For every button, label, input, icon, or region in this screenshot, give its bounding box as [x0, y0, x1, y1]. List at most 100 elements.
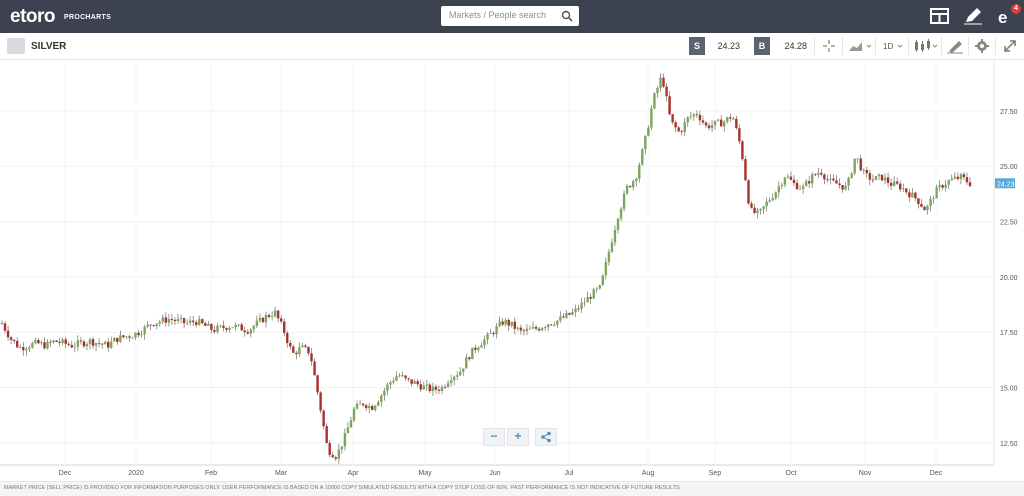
candle-body [91, 339, 95, 346]
candle-body [395, 376, 398, 381]
instrument-toolbar: SILVER S 24.23 B 24.28 1D [0, 33, 1024, 60]
candle-body [455, 375, 459, 377]
candle-body [786, 176, 790, 178]
candle-body [240, 324, 243, 331]
crosshair-tool-button[interactable] [814, 37, 843, 55]
timeframe-button[interactable]: 1D [875, 37, 908, 55]
candle-body [61, 339, 64, 343]
candle-body [701, 120, 705, 123]
chart-type-button[interactable] [842, 37, 875, 55]
drawing-icon [947, 41, 963, 54]
candle-body [352, 408, 356, 421]
sell-button[interactable]: S [689, 37, 705, 55]
candle-style-button[interactable] [908, 37, 941, 55]
candle-body [704, 122, 708, 126]
candle-body [801, 186, 805, 189]
candle-body [452, 376, 456, 381]
candlestick-chart[interactable]: 27.50 25.00 22.50 20.00 17.50 15.00 12.50 Dec 20… [0, 60, 1024, 480]
gear-icon [975, 39, 989, 53]
drawing-tools-button[interactable] [941, 37, 968, 55]
price-chart[interactable]: 27.50 25.00 22.50 20.00 17.50 15.00 12.50 Dec 20… [0, 60, 1024, 480]
candle-body [510, 321, 513, 326]
candle-body [871, 179, 875, 181]
candle-body [844, 185, 847, 190]
candle-body [571, 311, 574, 315]
candle-body [753, 207, 756, 213]
y-tick-label: 20.00 [1000, 275, 1018, 282]
candle-body [495, 326, 498, 335]
candle-body [140, 334, 143, 336]
candle-body [15, 340, 19, 348]
candle-body [807, 181, 811, 184]
candle-body [261, 317, 265, 323]
candle-body [422, 385, 425, 390]
sell-price[interactable]: 24.23 [717, 41, 740, 51]
buy-price[interactable]: 24.28 [784, 41, 807, 51]
candle-body [644, 135, 647, 150]
candle-body [795, 182, 799, 190]
candle-body [273, 310, 277, 317]
candle-body [671, 114, 674, 123]
notification-badge[interactable]: 4 [1011, 4, 1021, 14]
candle-body [298, 347, 301, 355]
zoom-out-button[interactable]: − [483, 428, 505, 446]
candle-body [850, 173, 853, 178]
candle-body [313, 361, 316, 376]
instrument-name: SILVER [31, 41, 67, 52]
procharts-label: PROCHARTS [64, 14, 112, 21]
candle-body [228, 327, 231, 330]
candle-body [686, 117, 689, 123]
candle-body [404, 375, 407, 379]
x-tick-label: 2020 [128, 470, 144, 477]
candle-body [131, 337, 134, 339]
layout-icon[interactable] [929, 6, 951, 26]
timeframe-label: 1D [883, 42, 894, 51]
disclaimer-footer: MARKET PRICE (SELL PRICE) IS PROVIDED FO… [0, 481, 1024, 496]
search-icon[interactable] [561, 10, 573, 22]
candle-body [361, 403, 365, 406]
candle-body [823, 174, 826, 180]
candle-body [968, 182, 972, 187]
candle-body [956, 176, 960, 180]
candle-body [492, 332, 495, 335]
candle-body [434, 386, 438, 390]
candle-body [12, 339, 16, 341]
pencil-icon[interactable] [962, 6, 984, 26]
fullscreen-button[interactable] [995, 37, 1024, 55]
candle-body [428, 384, 432, 392]
candle-body [732, 118, 735, 120]
candle-body [726, 117, 729, 122]
candle-body [367, 405, 371, 409]
etoro-logo[interactable]: etoro [10, 6, 56, 27]
candle-body [449, 380, 453, 384]
candle-body [835, 180, 838, 184]
candle-body [950, 178, 953, 181]
candle-body [841, 185, 844, 190]
share-button[interactable] [535, 428, 557, 446]
user-menu-icon[interactable]: e [996, 6, 1018, 26]
candle-body [692, 114, 696, 117]
candle-body [468, 357, 471, 360]
candle-body [513, 321, 517, 329]
search-box[interactable]: Markets / People search [441, 6, 579, 26]
candle-body [531, 327, 535, 329]
candle-body [371, 405, 374, 410]
candle-body [325, 426, 328, 443]
settings-button[interactable] [968, 37, 995, 55]
candle-body [868, 173, 872, 180]
candle-body [125, 336, 128, 338]
candle-body [149, 324, 152, 326]
candle-body [741, 141, 744, 160]
zoom-in-button[interactable]: + [507, 428, 529, 446]
search-input[interactable]: Markets / People search [449, 10, 547, 20]
candle-body [119, 335, 122, 342]
candle-body [747, 180, 750, 204]
buy-button[interactable]: B [754, 37, 770, 55]
candle-body [680, 131, 683, 133]
candle-body [67, 343, 70, 345]
candle-body [959, 174, 963, 180]
candle-body [659, 77, 662, 89]
candle-body [334, 457, 337, 459]
candle-body [222, 325, 225, 329]
candle-body [134, 332, 137, 338]
